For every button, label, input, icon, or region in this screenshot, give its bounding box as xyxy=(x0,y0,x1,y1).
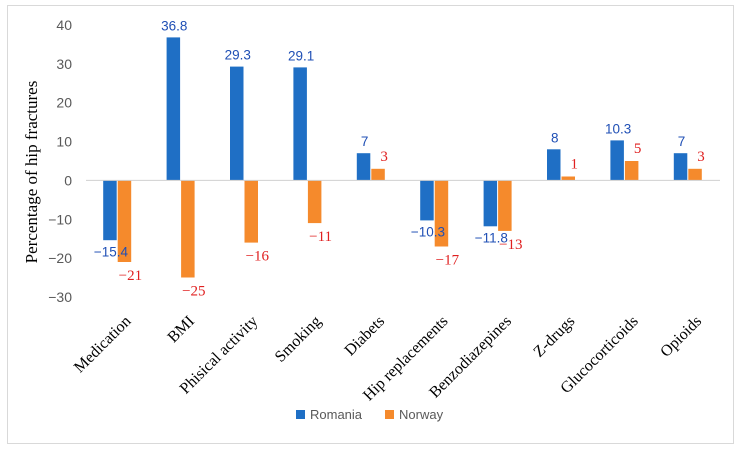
bar-norway-0 xyxy=(117,180,132,262)
bar-norway-5 xyxy=(434,180,449,247)
x-category-label: Medication xyxy=(71,313,135,377)
y-axis-ticks: 40 30 20 10 0 −10 −20 −30 xyxy=(48,17,72,305)
x-category-label: Z-drugs xyxy=(530,313,578,361)
bar-norway-1 xyxy=(181,180,195,278)
data-label-romania-2: 29.3 xyxy=(225,48,251,63)
data-label-norway-8: 5 xyxy=(634,141,642,157)
data-label-romania-4: 7 xyxy=(361,134,369,149)
y-tick-label: −20 xyxy=(48,250,72,266)
data-label-romania-0: −15.4 xyxy=(94,244,129,259)
bar-romania-2 xyxy=(230,66,244,181)
y-tick-label: −10 xyxy=(48,211,72,227)
bar-romania-3 xyxy=(293,67,307,181)
data-label-norway-2: −16 xyxy=(246,249,270,265)
data-label-norway-0: −21 xyxy=(119,268,142,284)
data-label-norway-6: −13 xyxy=(499,237,522,253)
legend-swatch-romania xyxy=(296,410,305,419)
legend-label-romania: Romania xyxy=(310,407,363,422)
bar-norway-2 xyxy=(244,180,258,243)
bars xyxy=(103,37,702,278)
data-label-romania-7: 8 xyxy=(551,130,559,145)
bar-romania-7 xyxy=(547,149,561,181)
bar-romania-9 xyxy=(673,153,688,181)
x-category-label: BMI xyxy=(165,313,198,346)
y-tick-label: 10 xyxy=(56,134,72,150)
data-label-norway-7: 1 xyxy=(571,157,579,173)
y-tick-label: −30 xyxy=(48,289,72,305)
bar-norway-3 xyxy=(307,180,322,224)
data-label-romania-8: 10.3 xyxy=(605,121,631,136)
data-labels: −15.4 36.8 29.3 29.1 7 −10.3 −11.8 8 10.3 7 −21 −25… xyxy=(94,18,705,299)
bar-romania-5 xyxy=(420,180,434,221)
legend: Romania Norway xyxy=(296,407,444,422)
data-label-norway-3: −11 xyxy=(309,229,332,245)
y-tick-label: 40 xyxy=(56,17,72,33)
y-tick-label: 20 xyxy=(56,95,72,111)
bar-norway-9 xyxy=(688,168,702,181)
bar-norway-7 xyxy=(561,176,575,181)
data-label-romania-6: −11.8 xyxy=(475,230,508,245)
y-axis-title: Percentage of hip fractures xyxy=(22,81,41,264)
data-label-norway-9: 3 xyxy=(697,149,705,165)
data-label-norway-5: −17 xyxy=(436,253,460,269)
bar-norway-4 xyxy=(371,168,385,181)
bar-norway-8 xyxy=(624,161,639,181)
data-label-norway-4: 3 xyxy=(380,149,388,165)
bar-romania-0 xyxy=(103,180,117,241)
data-label-norway-1: −25 xyxy=(182,284,205,300)
x-category-label: Diabets xyxy=(342,313,389,360)
bar-norway-6 xyxy=(498,180,512,231)
y-axis-label: Percentage of hip fractures xyxy=(22,81,41,264)
bar-romania-4 xyxy=(356,153,371,181)
y-tick-label: 30 xyxy=(56,56,72,72)
legend-swatch-norway xyxy=(385,410,394,419)
data-label-romania-9: 7 xyxy=(678,134,686,149)
bar-romania-6 xyxy=(483,180,498,227)
data-label-romania-5: −10.3 xyxy=(411,225,445,240)
x-category-label: Smoking xyxy=(272,313,325,366)
legend-label-norway: Norway xyxy=(399,407,444,422)
bar-romania-8 xyxy=(610,140,624,181)
x-category-label: Opioids xyxy=(657,313,705,361)
y-tick-label: 0 xyxy=(64,172,72,188)
bar-romania-1 xyxy=(166,37,181,181)
data-label-romania-1: 36.8 xyxy=(161,18,187,33)
data-label-romania-3: 29.1 xyxy=(288,48,314,63)
